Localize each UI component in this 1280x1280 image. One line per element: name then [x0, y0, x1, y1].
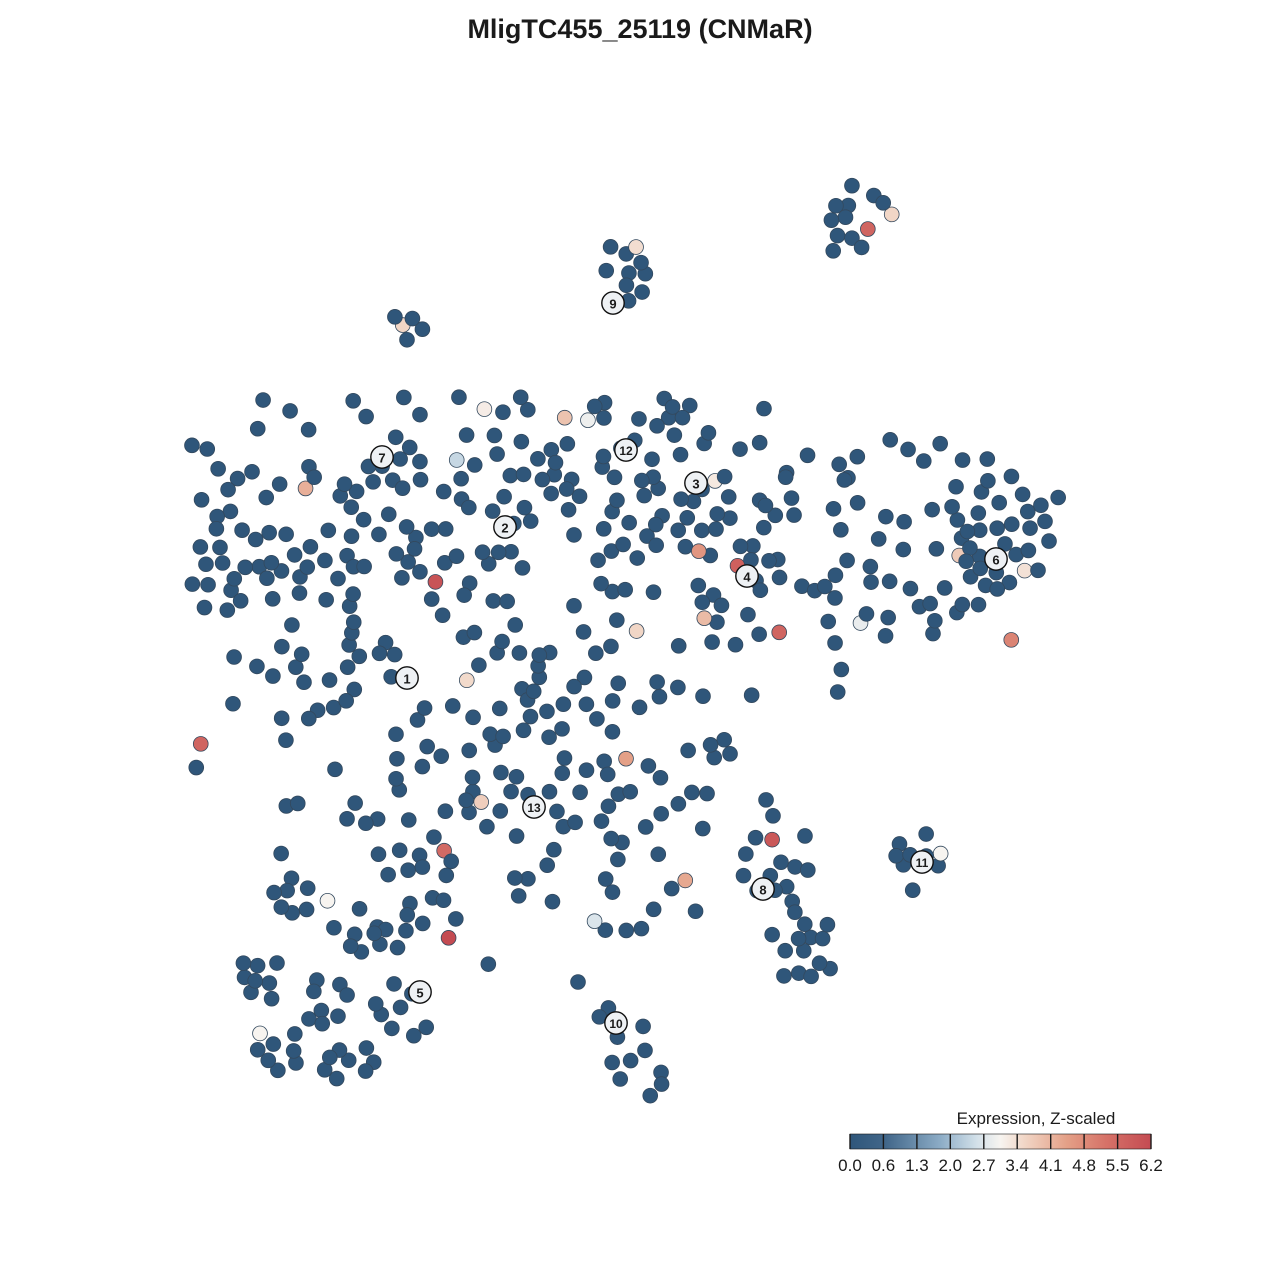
svg-text:0.0: 0.0 — [838, 1156, 862, 1175]
svg-text:1.3: 1.3 — [905, 1156, 929, 1175]
svg-text:9: 9 — [609, 297, 616, 312]
svg-text:6: 6 — [992, 553, 999, 568]
svg-text:2: 2 — [501, 521, 508, 536]
svg-text:1: 1 — [403, 672, 410, 687]
svg-text:7: 7 — [378, 451, 385, 466]
svg-text:2.7: 2.7 — [972, 1156, 996, 1175]
svg-text:Expression, Z-scaled: Expression, Z-scaled — [957, 1109, 1116, 1128]
svg-text:3: 3 — [692, 477, 699, 492]
svg-text:5.5: 5.5 — [1106, 1156, 1130, 1175]
svg-text:8: 8 — [759, 883, 766, 898]
svg-text:2.0: 2.0 — [938, 1156, 962, 1175]
svg-text:4.8: 4.8 — [1072, 1156, 1096, 1175]
svg-text:6.2: 6.2 — [1139, 1156, 1163, 1175]
svg-text:3.4: 3.4 — [1005, 1156, 1029, 1175]
svg-text:4: 4 — [743, 570, 751, 585]
svg-text:13: 13 — [527, 801, 541, 815]
svg-text:11: 11 — [916, 856, 929, 870]
svg-text:0.6: 0.6 — [872, 1156, 896, 1175]
svg-text:12: 12 — [619, 444, 633, 458]
svg-text:5: 5 — [416, 986, 423, 1001]
svg-text:4.1: 4.1 — [1039, 1156, 1063, 1175]
svg-text:10: 10 — [609, 1017, 623, 1031]
